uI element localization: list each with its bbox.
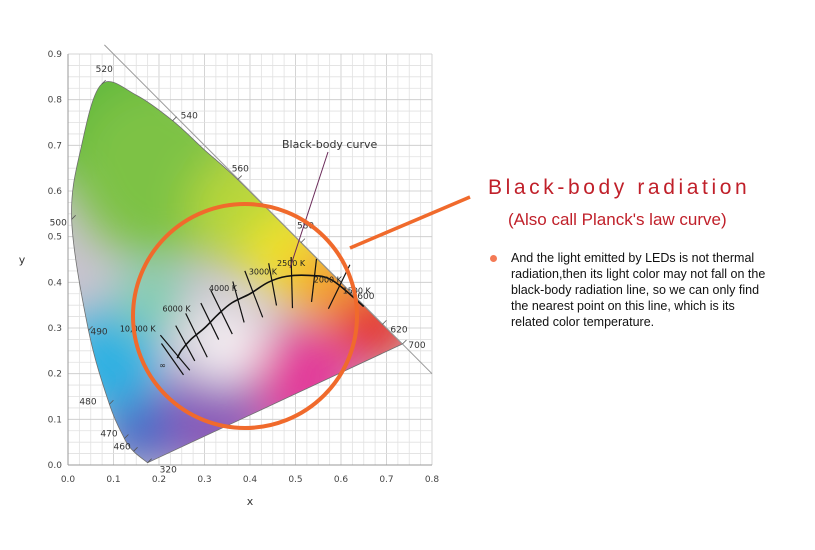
x-tick-label: 0.2 <box>152 475 166 485</box>
x-tick-label: 0.5 <box>288 475 302 485</box>
wavelength-label: 470 <box>100 430 117 440</box>
wavelength-tick <box>124 434 129 439</box>
y-tick-label: 0.0 <box>48 461 63 471</box>
black-body-curve-label: Black-body curve <box>282 138 377 151</box>
panel-subtitle: (Also call Planck's law curve) <box>508 210 727 229</box>
black-body-curve <box>176 274 365 359</box>
wavelength-tick <box>101 79 106 85</box>
x-tick-label: 0.0 <box>61 475 76 485</box>
wavelength-tick <box>237 175 242 180</box>
wavelength-tick <box>382 320 387 325</box>
x-tick-label: 0.7 <box>379 475 393 485</box>
wavelength-tick <box>88 326 93 331</box>
y-axis-label: y <box>19 254 26 267</box>
x-tick-label: 0.3 <box>197 475 211 485</box>
wavelength-tick <box>109 399 114 405</box>
wavelength-label: 620 <box>390 325 407 335</box>
wavelength-tick <box>71 215 76 220</box>
isotemperature-line <box>268 263 278 306</box>
wavelength-label: 320 <box>160 466 177 476</box>
bullet-icon <box>490 255 497 262</box>
y-tick-label: 0.2 <box>48 370 62 380</box>
black-body-curve-leader <box>289 151 329 269</box>
isotemperature-line <box>232 281 245 323</box>
wavelength-label: 520 <box>96 65 113 75</box>
temperature-label: 4000 K <box>209 284 238 293</box>
callout-pointer-line <box>349 195 471 250</box>
panel-body-text: And the light emitted by LEDs is not the… <box>511 251 766 329</box>
isotemperature-line <box>244 270 264 318</box>
temperature-label: 10,000 K <box>120 324 157 333</box>
isotemperature-line <box>310 258 318 302</box>
temperature-label: 6000 K <box>163 304 192 313</box>
y-tick-label: 0.7 <box>48 141 62 151</box>
isotemperature-line <box>185 313 208 358</box>
wavelength-tick <box>147 458 152 463</box>
wavelength-label: 480 <box>79 397 96 407</box>
wavelength-tick <box>172 116 177 121</box>
x-tick-label: 0.1 <box>106 475 120 485</box>
axes: 0.0 0.1 0.2 0.3 0.4 0.5 0.6 0.7 0.8 0.0 0.1 0.2 0.3 0… <box>48 50 440 485</box>
wavelength-label: 460 <box>114 442 131 452</box>
wavelength-tick <box>300 238 306 243</box>
wavelength-tick <box>402 339 407 345</box>
panel-title: Black-body radiation <box>488 176 751 199</box>
x-tick-label: 0.8 <box>425 475 440 485</box>
y-tick-label: 0.1 <box>48 415 62 425</box>
isotemperature-line <box>160 343 184 376</box>
wavelength-label: 490 <box>90 327 107 337</box>
temperature-label: 3000 K <box>249 268 278 277</box>
wavelength-label: 540 <box>181 112 198 122</box>
y-tick-label: 0.5 <box>48 233 62 243</box>
wavelength-tick <box>133 447 138 452</box>
wavelength-label: 500 <box>50 218 67 228</box>
temperature-label: 1500 K <box>343 287 372 296</box>
wavelength-label: 700 <box>408 341 425 351</box>
y-tick-label: 0.4 <box>48 278 63 288</box>
wavelength-label: 600 <box>357 292 374 302</box>
isotemperature-line <box>290 256 294 309</box>
x-tick-label: 0.6 <box>334 475 349 485</box>
highlight-circle <box>131 202 359 430</box>
x-axis-label: x <box>247 495 254 508</box>
y-tick-label: 0.8 <box>48 96 63 106</box>
isotemperature-line <box>210 289 233 335</box>
isotemperature-line <box>200 302 220 340</box>
wavelength-label: 560 <box>232 165 249 175</box>
y-tick-label: 0.3 <box>48 324 62 334</box>
diagonal-reference-line <box>104 44 433 375</box>
isotemperature-line <box>159 334 191 371</box>
y-tick-label: 0.9 <box>48 50 63 60</box>
wavelength-label: 580 <box>297 222 314 232</box>
y-tick-label: 0.6 <box>48 187 63 197</box>
temperature-label: ∞ <box>159 361 166 370</box>
x-tick-label: 0.4 <box>243 475 258 485</box>
isotemperature-line <box>175 325 196 362</box>
temperature-label: 2000 K <box>314 275 343 284</box>
